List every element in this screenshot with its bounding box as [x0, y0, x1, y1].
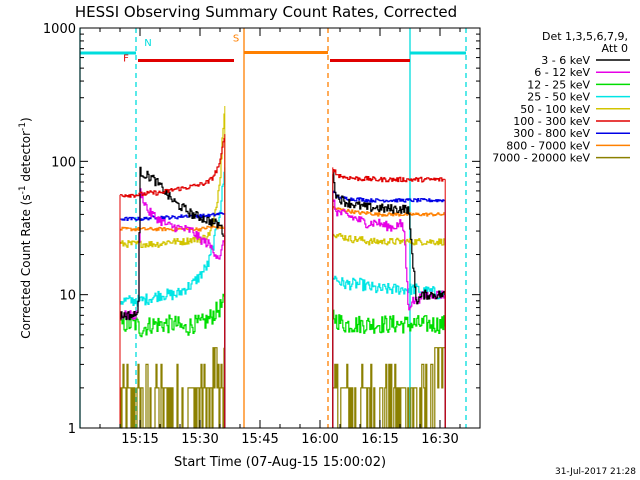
axes: 15:15 15:30 15:45 16:00 16:15 16:30 1 10 100 1000 — [43, 22, 480, 447]
legend-label: 12 - 25 keV — [527, 78, 590, 91]
legend-label: 25 - 50 keV — [527, 91, 590, 104]
x-tick-label: 16:00 — [301, 432, 338, 447]
footer-timestamp: 31-Jul-2017 21:28 — [555, 467, 636, 477]
series-segment-0 — [120, 166, 225, 321]
legend-label: 50 - 100 keV — [520, 103, 590, 116]
y-axis-label-sup2: -1 — [18, 122, 28, 131]
x-tick-label: 15:15 — [121, 432, 158, 447]
y-axis-label-main: Corrected Count Rate (s — [19, 194, 33, 338]
series-segment-0 — [120, 225, 225, 232]
x-tick-label: 15:30 — [181, 432, 218, 447]
legend-label: 100 - 300 keV — [513, 115, 590, 128]
x-tick-label: 16:15 — [361, 432, 398, 447]
legend-header-line-1: Det 1,3,5,6,7,9, — [542, 30, 628, 43]
legend-header-line-2: Att 0 — [602, 42, 628, 55]
series-segment-0 — [120, 293, 225, 338]
series-segment-1 — [332, 169, 446, 183]
marker-label-S: S — [233, 34, 239, 45]
series-100-300-kev — [119, 134, 446, 428]
series-segment-1 — [332, 206, 446, 217]
y-axis-label-sup: -1 — [18, 185, 28, 194]
series-segment-1 — [332, 190, 446, 203]
series-segment-1 — [332, 309, 446, 334]
x-tick-label: 15:45 — [241, 432, 278, 447]
y-tick-label: 10 — [59, 289, 76, 304]
y-axis-label-tail: detector — [19, 131, 33, 186]
series-segment-1 — [332, 169, 446, 305]
x-axis-label: Start Time (07-Aug-15 15:00:02) — [174, 455, 386, 470]
y-tick-label: 1 — [68, 422, 76, 437]
series-segment-0 — [120, 138, 225, 198]
chart-title: HESSI Observing Summary Count Rates, Cor… — [75, 3, 457, 21]
x-tick-label: 16:30 — [421, 432, 458, 447]
marker-label-F: F — [123, 54, 129, 65]
legend-label: 300 - 800 keV — [513, 127, 590, 140]
series-segment-0 — [120, 212, 225, 221]
legend-label: 3 - 6 keV — [541, 54, 590, 67]
marker-label-N: N — [144, 38, 151, 49]
y-tick-label: 1000 — [43, 22, 76, 37]
series-segment-1 — [332, 275, 446, 300]
series-segment-1 — [332, 233, 446, 246]
y-axis-label: Corrected Count Rate (s-1 detector-1) — [18, 117, 33, 338]
legend-label: 7000 - 20000 keV — [492, 152, 590, 165]
legend-label: 800 - 7000 keV — [506, 139, 590, 152]
legend-label: 6 - 12 keV — [534, 66, 590, 79]
y-axis-label-end: ) — [19, 117, 33, 122]
series-segment-0 — [120, 113, 225, 248]
y-tick-label: 100 — [51, 155, 76, 170]
